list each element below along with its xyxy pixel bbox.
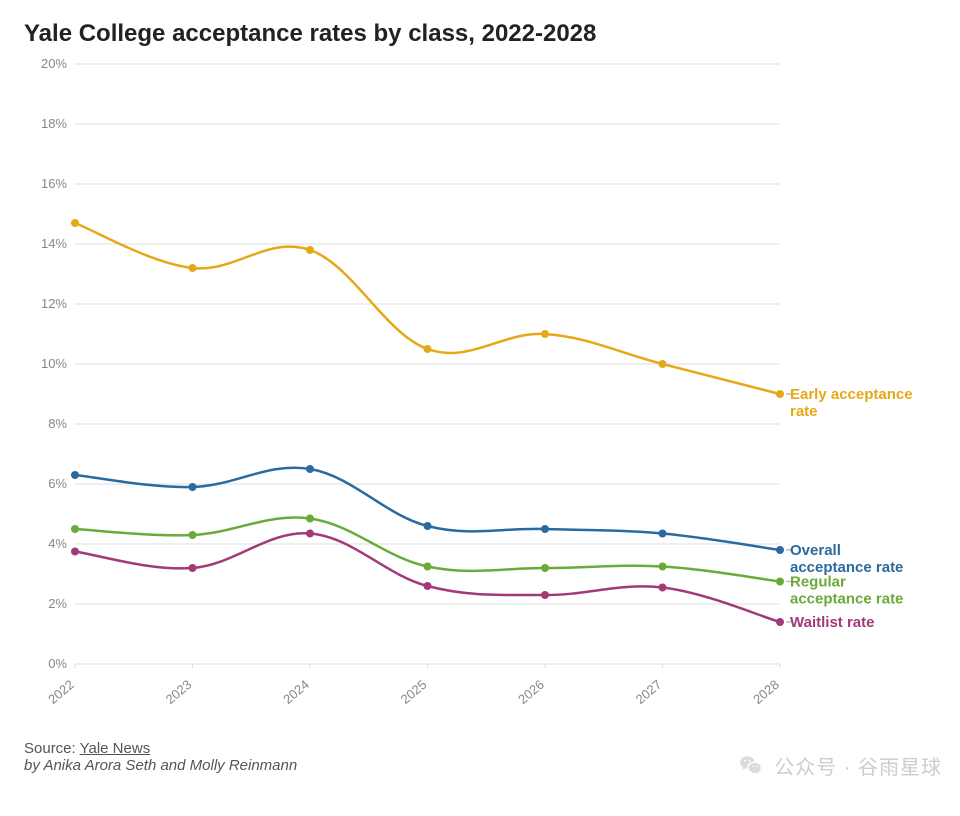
series-label-overall: Overallacceptance rate: [790, 542, 903, 576]
source-name: Yale News: [80, 740, 151, 757]
series-marker-waitlist: [306, 530, 314, 538]
y-tick-label: 18%: [41, 116, 67, 131]
x-tick-label: 2028: [750, 677, 782, 707]
series-marker-waitlist: [424, 582, 432, 590]
series-label-early: Early acceptancerate: [790, 386, 913, 420]
series-marker-early: [541, 330, 549, 338]
series-marker-waitlist: [659, 584, 667, 592]
x-tick-label: 2022: [45, 677, 77, 707]
series-marker-overall: [189, 483, 197, 491]
series-label-waitlist: Waitlist rate: [790, 614, 874, 631]
series-line-early: [75, 223, 780, 394]
series-marker-overall: [306, 465, 314, 473]
series-marker-early: [71, 219, 79, 227]
series-line-waitlist: [75, 533, 780, 622]
series-marker-waitlist: [71, 548, 79, 556]
series-marker-waitlist: [776, 618, 784, 626]
series-marker-regular: [541, 564, 549, 572]
series-marker-early: [659, 360, 667, 368]
series-marker-overall: [659, 530, 667, 538]
series-marker-early: [306, 246, 314, 254]
series-marker-regular: [776, 578, 784, 586]
series-marker-regular: [424, 563, 432, 571]
series-label-regular: Regularacceptance rate: [790, 574, 903, 608]
series-marker-regular: [306, 515, 314, 523]
x-tick-label: 2024: [280, 677, 312, 707]
y-tick-label: 20%: [41, 56, 67, 71]
series-marker-regular: [71, 525, 79, 533]
source-label: Source:: [24, 740, 76, 757]
series-marker-regular: [189, 531, 197, 539]
y-tick-label: 16%: [41, 176, 67, 191]
series-marker-early: [776, 390, 784, 398]
y-tick-label: 2%: [48, 596, 67, 611]
y-tick-label: 4%: [48, 536, 67, 551]
byline: by Anika Arora Seth and Molly Reinmann: [24, 757, 940, 774]
y-tick-label: 6%: [48, 476, 67, 491]
series-marker-early: [189, 264, 197, 272]
x-tick-label: 2026: [515, 677, 547, 707]
y-tick-label: 10%: [41, 356, 67, 371]
x-tick-label: 2027: [633, 677, 665, 707]
series-marker-overall: [776, 546, 784, 554]
y-tick-label: 14%: [41, 236, 67, 251]
x-tick-label: 2023: [163, 677, 195, 707]
chart-footer: Source: Yale News by Anika Arora Seth an…: [24, 740, 940, 774]
y-tick-label: 12%: [41, 296, 67, 311]
series-marker-waitlist: [189, 564, 197, 572]
series-marker-waitlist: [541, 591, 549, 599]
x-tick-label: 2025: [398, 677, 430, 707]
series-marker-regular: [659, 563, 667, 571]
series-marker-overall: [541, 525, 549, 533]
series-line-overall: [75, 468, 780, 550]
chart-area: 0% 2% 4% 6% 8% 10% 12% 14% 16% 18% 20% 2022 2023 2024…: [20, 54, 940, 734]
series-marker-early: [424, 345, 432, 353]
chart-title: Yale College acceptance rates by class, …: [24, 20, 940, 48]
y-tick-label: 8%: [48, 416, 67, 431]
series-marker-overall: [424, 522, 432, 530]
y-tick-label: 0%: [48, 656, 67, 671]
series-marker-overall: [71, 471, 79, 479]
